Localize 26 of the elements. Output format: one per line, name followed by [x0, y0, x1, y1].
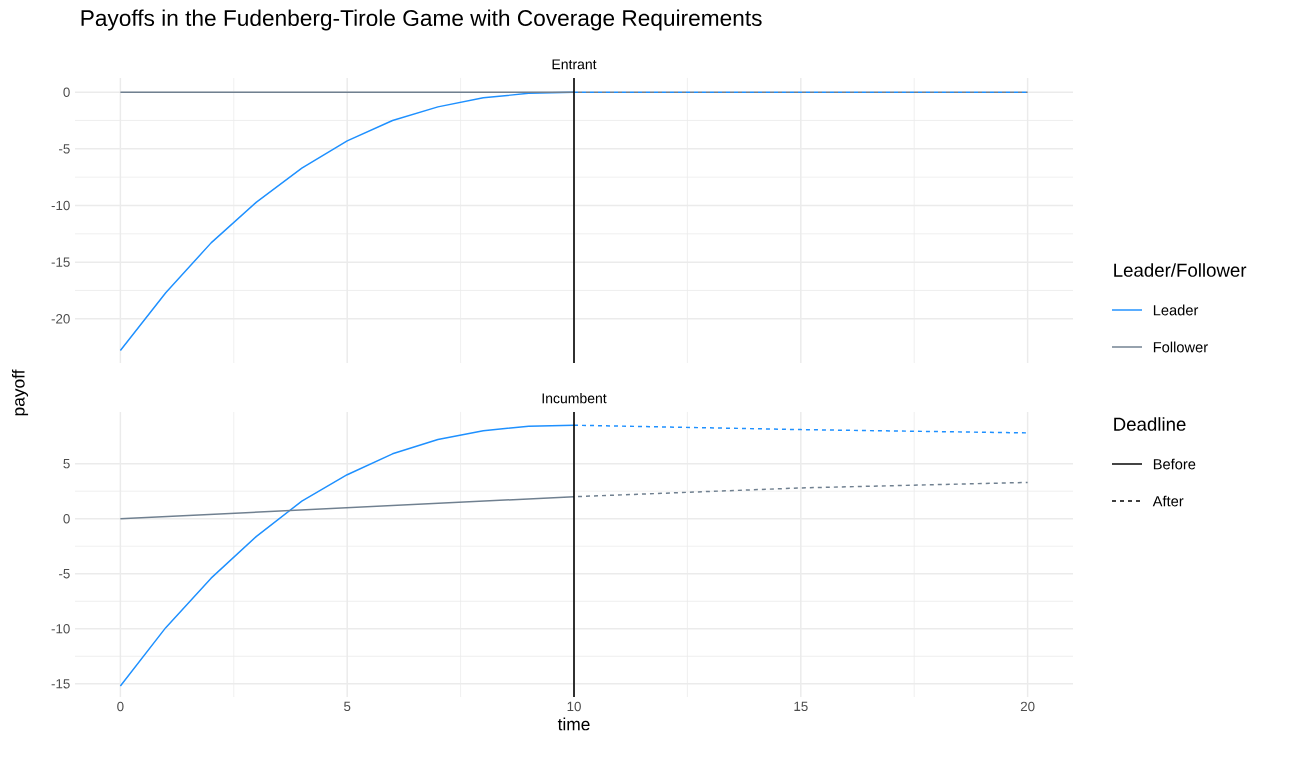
text: After	[1152, 495, 1184, 507]
chart-title: Payoffs in the Fudenberg-Tirole Game with Coverage Requirements	[81, 9, 762, 31]
y-tick-label: 0	[63, 514, 70, 524]
chart-subtitle: Entrant	[552, 59, 597, 70]
y-axis-title: payoff	[11, 369, 29, 416]
y-tick-label: -5	[59, 569, 70, 579]
x-tick-label: 10	[567, 701, 581, 712]
legend-title: Deadline	[1114, 417, 1186, 431]
legend-label: Leader	[1153, 304, 1199, 316]
x-tick-label: 15	[794, 701, 808, 711]
x-axis-title: time	[557, 717, 590, 731]
y-tick-label: 0	[63, 87, 70, 97]
y-tick-label: -15	[51, 257, 70, 267]
legend-title: Leader/Follower	[1114, 263, 1247, 277]
text: Before	[1153, 458, 1196, 470]
x-tick-label: 5	[344, 701, 351, 711]
x-tick-label: 0	[117, 701, 124, 712]
y-tick-label: -10	[51, 624, 70, 634]
y-tick-label: 5	[63, 459, 70, 469]
y-tick-label: -15	[51, 679, 70, 689]
y-tick-label: -10	[51, 200, 70, 211]
chart-subtitle: Incumbent	[542, 393, 607, 404]
y-tick-label: -5	[59, 144, 70, 154]
y-tick-label: -20	[51, 314, 70, 324]
legend-label: Follower	[1153, 341, 1208, 353]
x-tick-label: 20	[1020, 701, 1035, 712]
